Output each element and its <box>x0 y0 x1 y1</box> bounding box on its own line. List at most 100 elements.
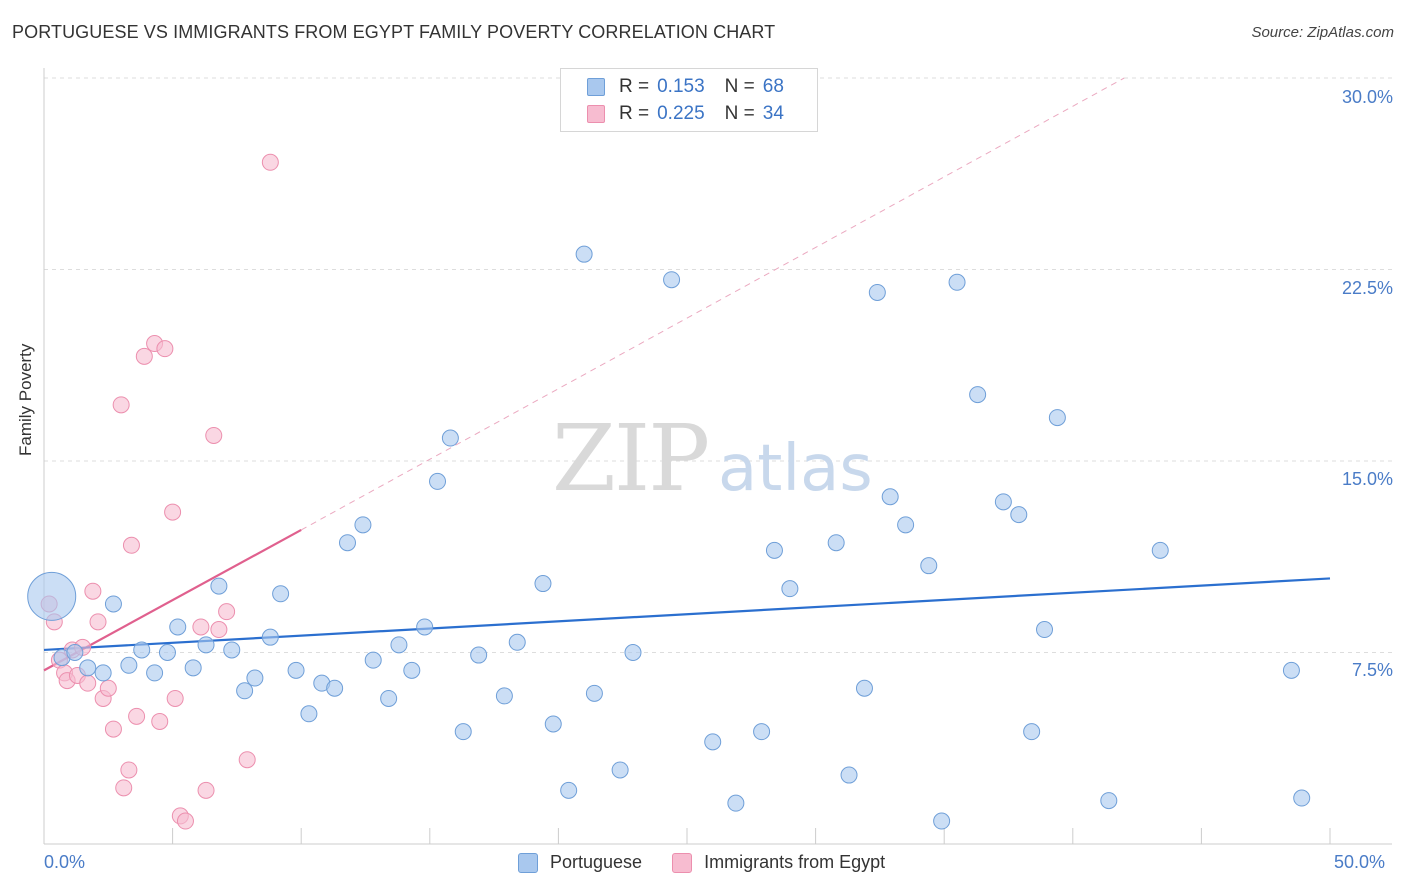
data-point-portuguese <box>663 271 681 289</box>
data-point-egypt <box>112 396 130 414</box>
legend-r-label: R = <box>619 76 650 97</box>
trend-lines <box>43 77 1331 672</box>
data-point-portuguese <box>470 646 488 664</box>
data-point-portuguese <box>94 664 112 682</box>
legend-swatch-blue <box>587 78 605 96</box>
trend-extension-egypt <box>300 77 1125 531</box>
data-point-portuguese <box>66 644 84 661</box>
data-point-portuguese <box>390 636 408 654</box>
correlation-legend: R = 0.153 N = 68 R = 0.225 N = 34 <box>560 68 818 132</box>
data-point-portuguese <box>753 723 771 741</box>
data-point-portuguese <box>197 636 215 654</box>
data-point-portuguese <box>508 633 526 651</box>
data-point-egypt <box>89 613 107 631</box>
legend-row-portuguese: R = 0.153 N = 68 <box>587 74 784 100</box>
data-point-egypt <box>218 603 236 621</box>
data-point-egypt <box>156 340 174 358</box>
data-point-portuguese <box>79 659 97 677</box>
chart-title: PORTUGUESE VS IMMIGRANTS FROM EGYPT FAMI… <box>12 22 776 42</box>
data-point-portuguese <box>169 618 187 636</box>
data-point-portuguese <box>765 541 783 559</box>
data-point-egypt <box>164 503 182 521</box>
legend-r-value: 0.225 <box>657 103 705 124</box>
legend-swatch-blue <box>518 852 538 873</box>
data-point-portuguese <box>133 641 151 659</box>
data-point-portuguese <box>585 684 603 702</box>
data-point-egypt <box>84 582 102 600</box>
data-point-portuguese <box>727 794 745 812</box>
data-point-portuguese <box>840 766 858 784</box>
data-point-egypt <box>192 618 210 636</box>
data-point-portuguese <box>868 283 886 301</box>
data-point-portuguese <box>611 761 629 779</box>
data-point-portuguese <box>338 534 356 552</box>
data-point-portuguese <box>1282 661 1300 679</box>
data-point-portuguese <box>704 733 722 751</box>
legend-label: Portuguese <box>550 852 643 872</box>
data-point-portuguese <box>1010 506 1028 524</box>
y-tick-label: 22.5% <box>1341 278 1393 298</box>
data-point-portuguese <box>184 659 202 677</box>
data-point-portuguese <box>495 687 513 705</box>
data-point-egypt <box>120 761 138 779</box>
data-point-portuguese <box>364 651 382 669</box>
legend-row-egypt: R = 0.225 N = 34 <box>587 101 784 127</box>
data-point-portuguese <box>994 493 1012 511</box>
data-point-portuguese <box>1036 621 1054 639</box>
data-point-portuguese <box>210 577 228 595</box>
legend-swatch-pink <box>672 852 693 873</box>
legend-n-value: 34 <box>762 103 784 124</box>
x-tick-label: 0.0% <box>44 852 86 872</box>
data-point-portuguese <box>969 386 987 404</box>
data-point-portuguese <box>855 679 873 697</box>
data-point-portuguese <box>27 571 77 621</box>
data-point-portuguese <box>920 557 938 575</box>
data-point-portuguese <box>560 781 578 799</box>
y-tick-label: 15.0% <box>1341 469 1393 489</box>
data-point-egypt <box>115 779 133 797</box>
chart-source: Source: ZipAtlas.com <box>1251 24 1394 41</box>
data-point-portuguese <box>416 618 434 636</box>
legend-n-value: 68 <box>762 76 784 97</box>
data-point-portuguese <box>881 488 899 506</box>
legend-item-egypt[interactable]: Immigrants from Egypt <box>672 852 885 873</box>
data-point-egypt <box>79 674 97 692</box>
legend-n-label: N = <box>724 76 755 97</box>
y-tick-label: 7.5% <box>1351 660 1393 680</box>
data-point-portuguese <box>236 682 254 700</box>
data-point-egypt <box>261 153 279 171</box>
data-point-portuguese <box>827 534 845 552</box>
data-point-portuguese <box>223 641 241 659</box>
legend-r-value: 0.153 <box>657 76 705 97</box>
points-immigrants-from-egypt <box>40 153 279 830</box>
axes <box>43 68 1392 845</box>
data-point-portuguese <box>403 661 421 679</box>
series-legend: Portuguese Immigrants from Egypt <box>518 852 915 873</box>
data-point-portuguese <box>534 575 552 593</box>
data-point-portuguese <box>354 516 372 534</box>
data-point-egypt <box>210 621 228 639</box>
y-axis-label: Family Poverty <box>16 343 35 456</box>
data-point-portuguese <box>158 644 176 661</box>
data-point-egypt <box>122 536 140 554</box>
data-point-egypt <box>238 751 256 769</box>
watermark: ZIP atlas <box>552 405 873 512</box>
points-portuguese <box>27 245 1311 830</box>
data-point-portuguese <box>1100 792 1118 810</box>
data-point-portuguese <box>326 679 344 697</box>
legend-n-label: N = <box>724 103 755 124</box>
legend-item-portuguese[interactable]: Portuguese <box>518 852 642 873</box>
data-point-portuguese <box>575 245 593 263</box>
data-point-portuguese <box>948 273 966 291</box>
data-point-egypt <box>99 679 117 697</box>
x-tick-label: 50.0% <box>1334 852 1386 872</box>
legend-r-label: R = <box>619 103 650 124</box>
data-point-portuguese <box>300 705 318 723</box>
data-point-egypt <box>205 426 223 444</box>
data-point-portuguese <box>146 664 164 682</box>
data-point-portuguese <box>781 580 799 598</box>
data-point-egypt <box>128 707 146 725</box>
data-point-portuguese <box>1293 789 1311 807</box>
data-point-portuguese <box>544 715 562 733</box>
